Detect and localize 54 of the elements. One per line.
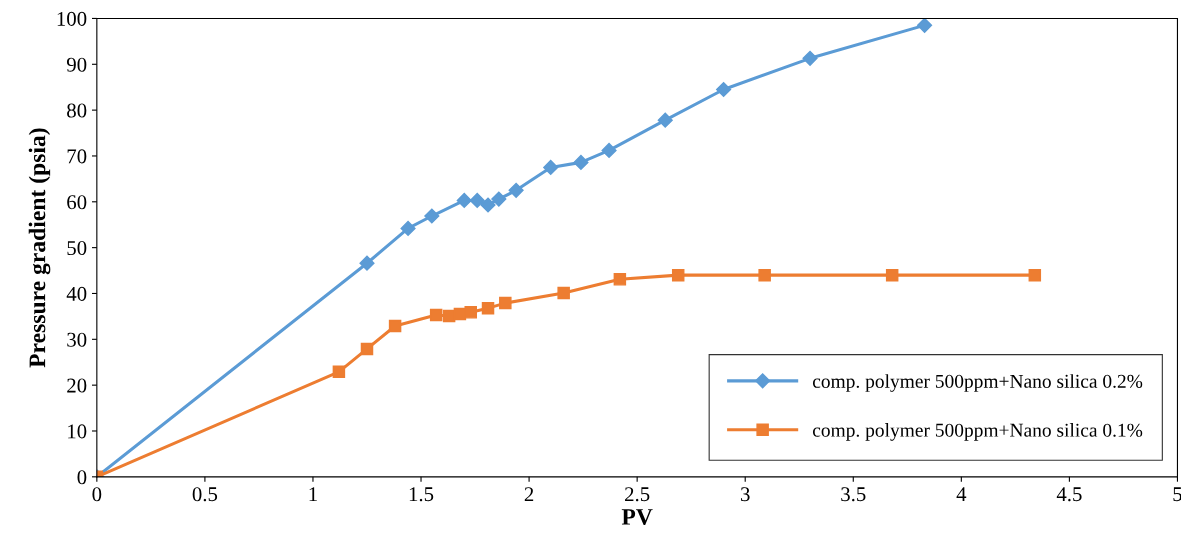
y-tick-label: 0 bbox=[77, 470, 87, 485]
point bbox=[388, 319, 402, 333]
point bbox=[758, 268, 771, 282]
point bbox=[543, 159, 559, 175]
x-tick-label: 1 bbox=[309, 487, 317, 502]
point bbox=[508, 182, 524, 198]
point bbox=[429, 308, 443, 322]
y-tick-label: 30 bbox=[67, 332, 87, 347]
x-tick-label: 0 bbox=[92, 487, 102, 502]
x-tick-label: 3.5 bbox=[841, 487, 866, 502]
x-tick-label: 5 bbox=[1173, 487, 1181, 502]
legend-label: comp. polymer 500ppm+Nano silica 0.1% bbox=[812, 423, 1143, 441]
x-tick-label: 4.5 bbox=[1056, 487, 1082, 502]
y-tick-label: 70 bbox=[67, 149, 87, 164]
point bbox=[716, 81, 732, 98]
point bbox=[657, 112, 673, 128]
point bbox=[613, 273, 627, 286]
x-tick-label: 1.5 bbox=[409, 487, 434, 502]
y-tick-label: 20 bbox=[67, 378, 87, 393]
y-tick-label: 50 bbox=[67, 241, 87, 256]
point bbox=[332, 365, 346, 379]
x-tick-label: 2.5 bbox=[625, 487, 650, 502]
point bbox=[400, 220, 416, 236]
point bbox=[469, 192, 485, 208]
point bbox=[885, 268, 899, 282]
point bbox=[491, 191, 507, 207]
x-tick-label: 3 bbox=[741, 487, 750, 502]
point bbox=[360, 342, 374, 356]
point bbox=[917, 18, 933, 33]
x-axis-title: PV bbox=[621, 509, 653, 525]
legend-label: comp. polymer 500ppm+Nano silica 0.2% bbox=[812, 374, 1143, 392]
y-axis-title: Pressure gradient (psia) bbox=[28, 128, 51, 368]
y-tick-label: 60 bbox=[67, 195, 87, 210]
x-tick-label: 4 bbox=[956, 487, 967, 502]
point bbox=[802, 50, 818, 66]
point bbox=[573, 154, 589, 170]
point bbox=[601, 142, 617, 159]
point bbox=[464, 306, 477, 319]
y-tick-label: 90 bbox=[66, 57, 87, 72]
y-tick-label: 40 bbox=[66, 286, 87, 301]
point bbox=[1028, 268, 1042, 282]
point bbox=[671, 268, 685, 282]
y-tick-label: 10 bbox=[68, 424, 87, 439]
point bbox=[424, 208, 440, 224]
point bbox=[481, 301, 495, 315]
point bbox=[499, 296, 512, 310]
y-tick-label: 100 bbox=[57, 11, 87, 26]
point bbox=[557, 286, 570, 300]
point bbox=[359, 255, 375, 271]
x-tick-label: 0.5 bbox=[192, 487, 218, 502]
x-tick-label: 2 bbox=[524, 487, 534, 502]
y-tick-label: 80 bbox=[67, 103, 87, 118]
point bbox=[456, 192, 472, 208]
point bbox=[480, 197, 496, 213]
